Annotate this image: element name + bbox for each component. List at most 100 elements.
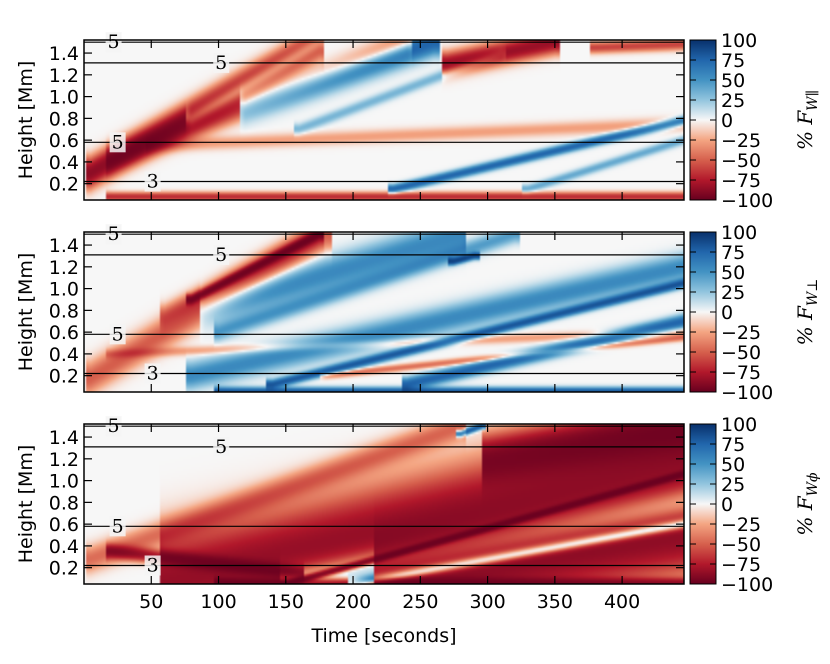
heatmap-image bbox=[84, 40, 684, 200]
colorbar-label: % FWϕ bbox=[793, 472, 821, 536]
y-tick-label: 1.0 bbox=[49, 87, 79, 109]
contour-label-bg bbox=[144, 171, 161, 192]
colorbar-tick-label: 25 bbox=[721, 282, 745, 304]
contour-label: 5 bbox=[112, 515, 124, 537]
y-tick-label: 0.6 bbox=[49, 130, 79, 152]
colorbar-tick-label: −50 bbox=[721, 150, 761, 172]
plot-frame bbox=[83, 39, 685, 201]
x-axis: 50 100 150 200 250 300 350 400 bbox=[139, 424, 640, 613]
colorbar-tick-label: 0 bbox=[721, 302, 733, 324]
colorbar-tick-label: −100 bbox=[721, 382, 773, 404]
y-tick-label: 0.8 bbox=[49, 108, 79, 130]
contour-label: 3 bbox=[147, 170, 159, 192]
colorbar-tick-label: 75 bbox=[721, 434, 745, 456]
y-tick-label: 0.2 bbox=[49, 558, 79, 580]
contour-label: 3 bbox=[147, 554, 159, 576]
x-tick-label: 250 bbox=[402, 591, 438, 613]
x-axis bbox=[150, 40, 623, 200]
colorbar-label-main: % F bbox=[793, 495, 817, 535]
y-tick-label: 0.2 bbox=[49, 366, 79, 388]
contour-label-bg bbox=[213, 52, 230, 73]
x-tick-label: 100 bbox=[200, 591, 236, 613]
colorbar-tick-label: 0 bbox=[721, 494, 733, 516]
contour-label-bg bbox=[105, 416, 122, 437]
contour-label-bg bbox=[213, 436, 230, 457]
contour-label: 5 bbox=[215, 436, 227, 458]
y-axis-label: Height [Mm] bbox=[15, 445, 37, 564]
contour-label: 5 bbox=[215, 244, 227, 266]
colorbar-tick-label: 50 bbox=[721, 454, 745, 476]
x-axis bbox=[150, 232, 623, 392]
x-tick-label: 50 bbox=[139, 591, 163, 613]
contour-lines: 3 5 5 5 bbox=[84, 223, 684, 384]
colorbar-tick-label: 75 bbox=[721, 242, 745, 264]
colorbar-tick-label: 0 bbox=[721, 110, 733, 132]
colorbar-label-main: % F bbox=[793, 305, 817, 345]
contour-label: 5 bbox=[112, 131, 124, 153]
colorbar-tick-label: −75 bbox=[721, 554, 761, 576]
y-tick-label: 0.4 bbox=[49, 152, 79, 174]
contour-label-bg bbox=[109, 324, 126, 345]
contour-label-bg bbox=[144, 555, 161, 576]
colorbar-tick-label: −50 bbox=[721, 342, 761, 364]
contour-label: 5 bbox=[108, 415, 120, 437]
y-tick-label: 0.8 bbox=[49, 492, 79, 514]
colorbar-tick-label: 25 bbox=[721, 90, 745, 112]
y-tick-label: 0.4 bbox=[49, 536, 79, 558]
y-axis-label: Height [Mm] bbox=[15, 253, 37, 372]
plot-frame bbox=[83, 423, 685, 585]
y-axis: 0.20.40.60.81.01.21.4 bbox=[49, 235, 684, 388]
colorbar-tick-label: −25 bbox=[721, 322, 761, 344]
y-tick-label: 1.0 bbox=[49, 279, 79, 301]
y-axis: 0.20.40.60.81.01.21.4 bbox=[49, 43, 684, 196]
colorbar-label-subscript: W⊥ bbox=[805, 279, 821, 307]
panel-perpendicular: 3 5 5 5 0.20.40.60.81.01.21.4 Height [Mm] 1… bbox=[15, 222, 821, 404]
colorbar-tick-label: 50 bbox=[721, 70, 745, 92]
panel-azimuthal: 3 5 5 5 0.20.40.60.81.01.21.4 50 100 150 200 25… bbox=[15, 414, 821, 613]
contour-label-bg bbox=[109, 516, 126, 537]
colorbar-label-main: % F bbox=[793, 110, 817, 150]
colorbar-tick-label: −50 bbox=[721, 534, 761, 556]
colorbar-tick-label: −100 bbox=[721, 574, 773, 596]
colorbar-label-subscript: Wϕ bbox=[805, 472, 821, 496]
x-tick-label: 300 bbox=[469, 591, 505, 613]
y-tick-label: 0.4 bbox=[49, 344, 79, 366]
y-axis-label: Height [Mm] bbox=[15, 61, 37, 180]
colorbar-tick-label: 100 bbox=[721, 222, 757, 244]
y-axis: 0.20.40.60.81.01.21.4 bbox=[49, 427, 684, 580]
contour-label: 5 bbox=[108, 31, 120, 53]
y-tick-label: 0.2 bbox=[49, 174, 79, 196]
colorbar-tick-label: 100 bbox=[721, 30, 757, 52]
x-axis-title: Time [seconds] bbox=[310, 625, 456, 647]
contour-label: 5 bbox=[215, 52, 227, 74]
y-tick-label: 1.2 bbox=[49, 257, 79, 279]
y-tick-label: 1.2 bbox=[49, 65, 79, 87]
panel-parallel: 3 5 5 5 0.20.40.60.81.01.21.4 Height [Mm] 1… bbox=[15, 30, 821, 212]
contour-label-bg bbox=[109, 132, 126, 153]
y-tick-label: 0.6 bbox=[49, 514, 79, 536]
colorbar-tick-label: −25 bbox=[721, 514, 761, 536]
contour-label: 3 bbox=[147, 362, 159, 384]
y-tick-label: 1.4 bbox=[49, 235, 79, 257]
heatmap-image bbox=[84, 232, 684, 392]
contour-label: 5 bbox=[108, 223, 120, 245]
colorbar-tick-label: −75 bbox=[721, 170, 761, 192]
plot-frame bbox=[83, 231, 685, 393]
contour-lines: 3 5 5 5 bbox=[84, 415, 684, 576]
colorbar-tick-label: 25 bbox=[721, 474, 745, 496]
x-tick-label: 200 bbox=[335, 591, 371, 613]
contour-label-bg bbox=[105, 32, 122, 53]
y-tick-label: 0.8 bbox=[49, 300, 79, 322]
x-tick-label: 150 bbox=[268, 591, 304, 613]
colorbar-label-subscript: W∥ bbox=[805, 90, 821, 111]
contour-label: 5 bbox=[112, 323, 124, 345]
y-tick-label: 1.4 bbox=[49, 43, 79, 65]
colorbar-tick-label: −75 bbox=[721, 362, 761, 384]
